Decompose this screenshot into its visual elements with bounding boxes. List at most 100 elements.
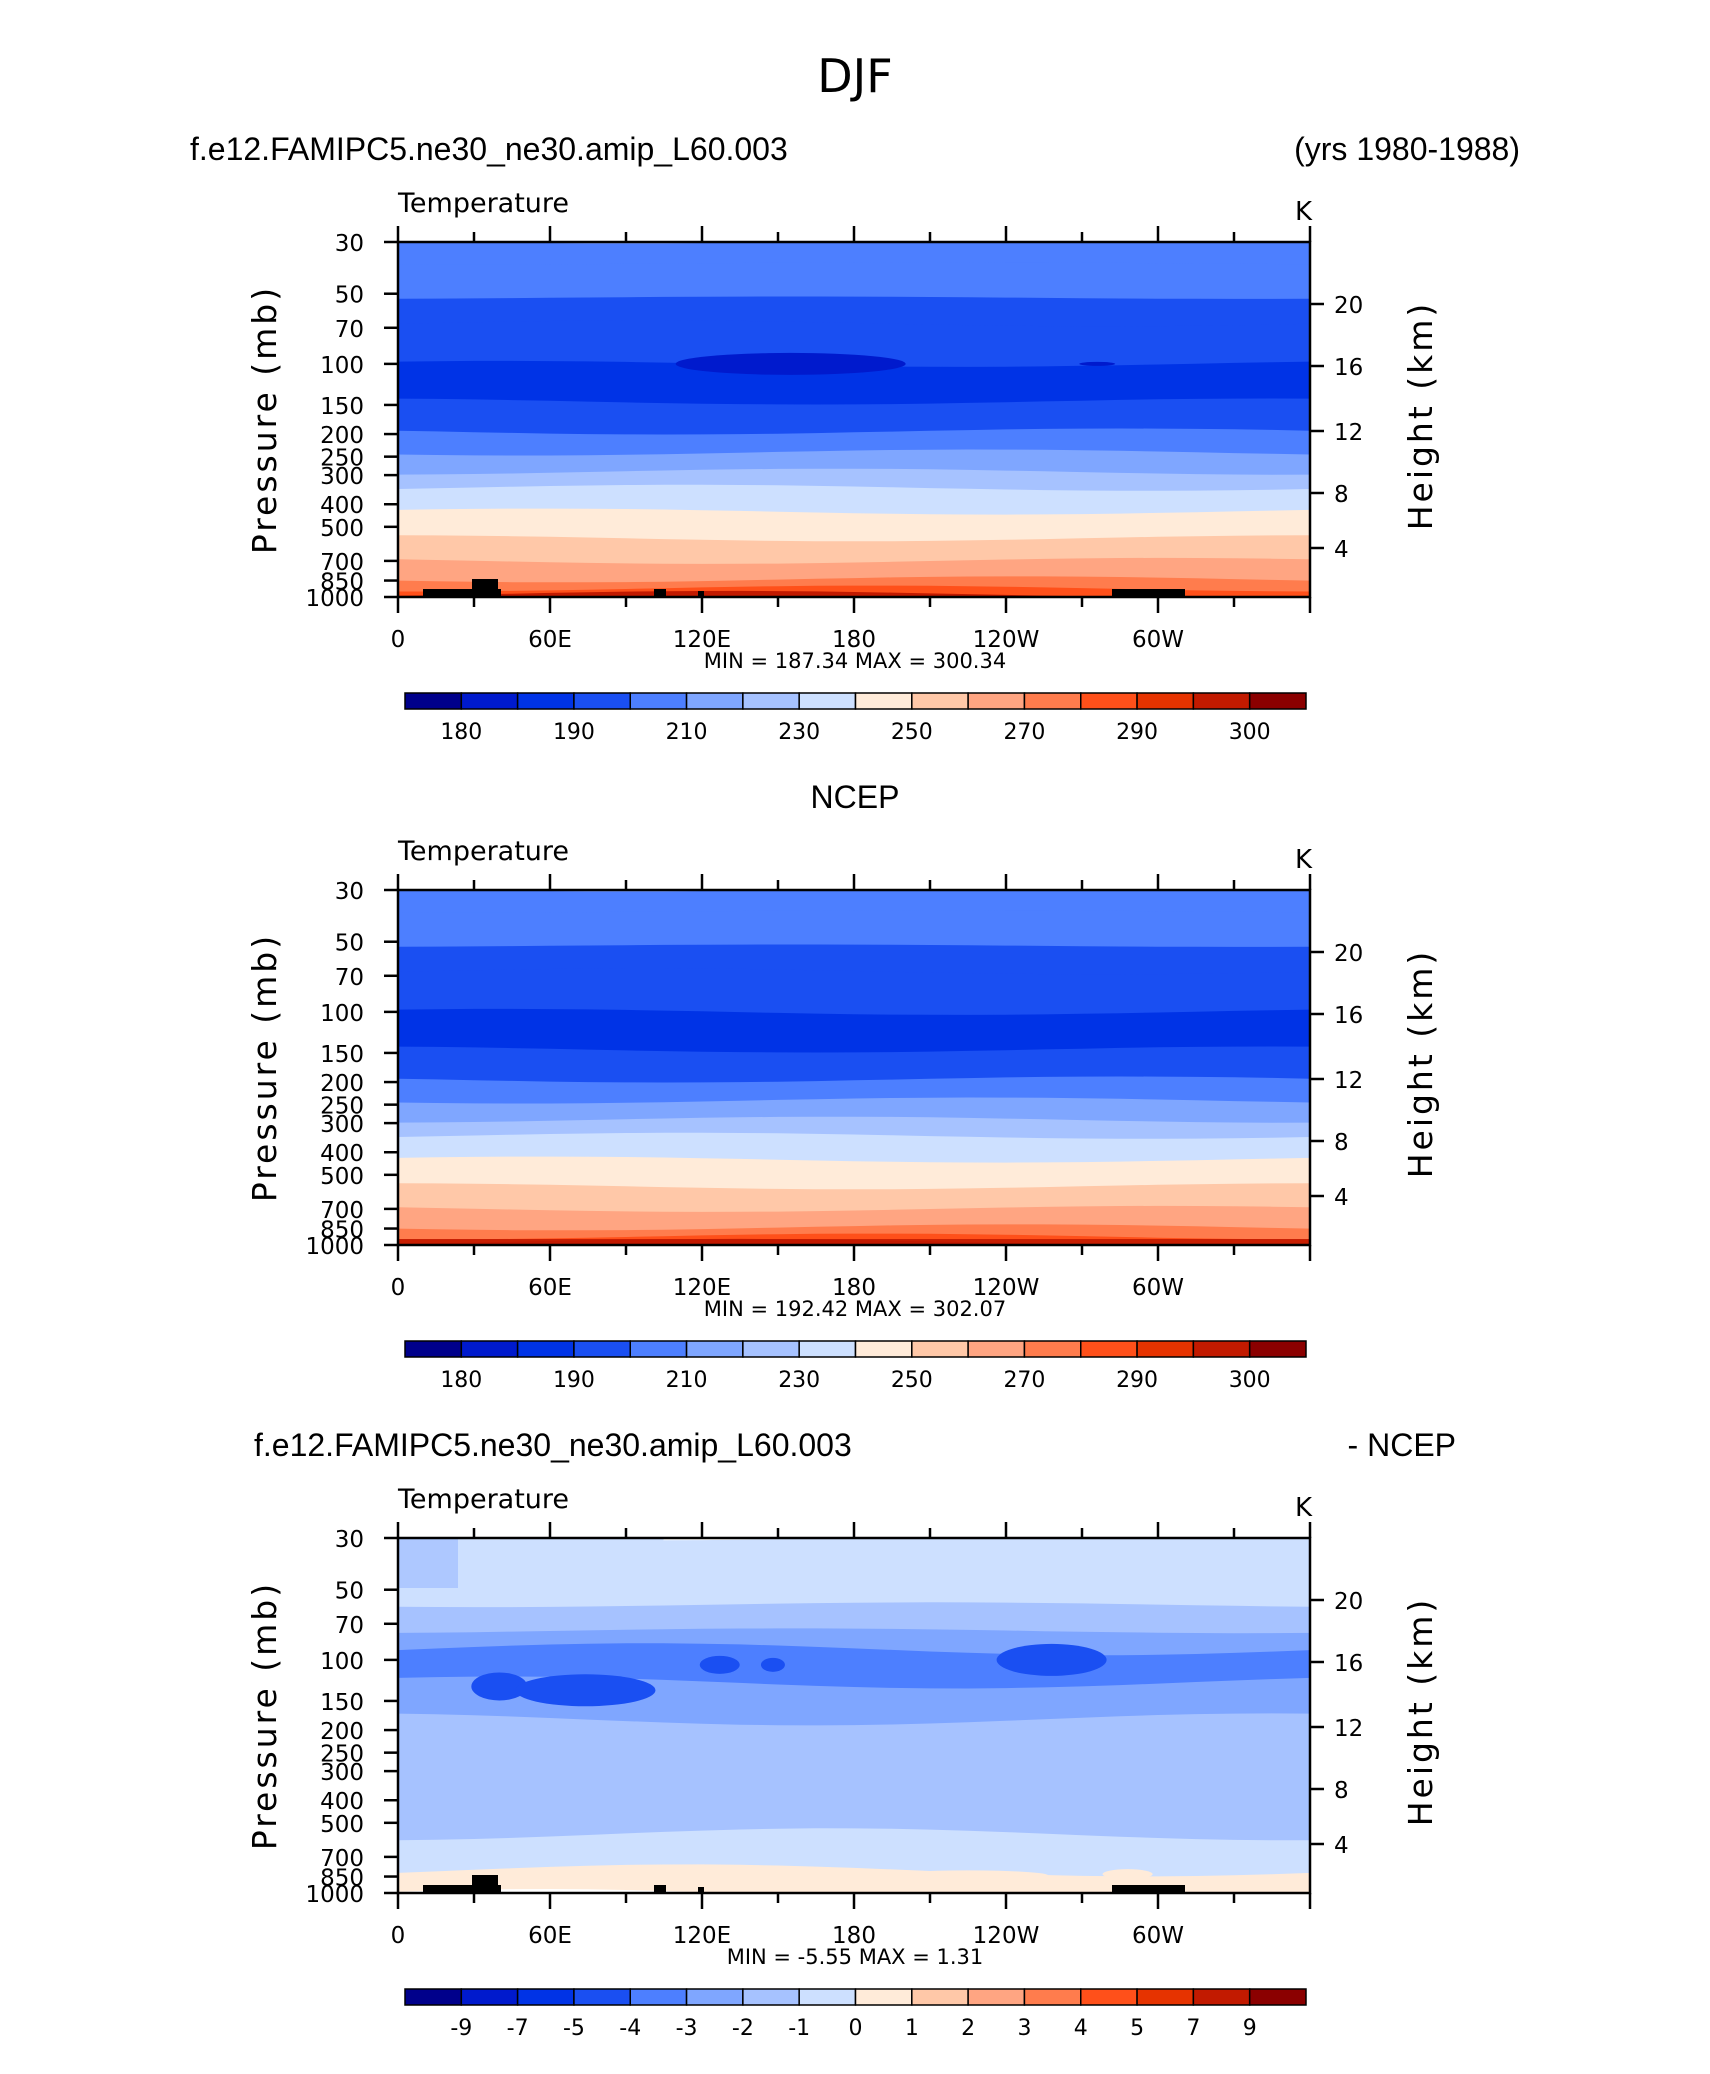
panel-title-right: (yrs 1980-1988) [1294, 131, 1520, 167]
x-tick-label: 180 [832, 1923, 876, 1949]
min-max-stats: MIN = 192.42 MAX = 302.07 [704, 1297, 1006, 1321]
colorbar-label: 1 [905, 2016, 919, 2041]
colorbar-box [404, 1988, 463, 2006]
colorbar-box [742, 1988, 800, 2006]
contour-band [398, 1789, 1310, 1843]
colorbar-box [798, 692, 857, 710]
contour-band [398, 1097, 1310, 1125]
y-tick-label: 100 [320, 1649, 364, 1675]
y-tick-label: 700 [320, 550, 364, 576]
y-tick-label: 30 [335, 231, 364, 257]
contour-band [398, 484, 1310, 517]
colorbar-box [911, 1340, 969, 1358]
height-tick-label: 20 [1334, 293, 1363, 319]
figure-title: DJF [817, 49, 892, 103]
contour-band [398, 585, 1310, 597]
cold-core-region [1079, 361, 1116, 366]
colorbar-label: 270 [1003, 1368, 1045, 1393]
y-tick-label: 150 [320, 1042, 364, 1068]
colorbar-box [1192, 692, 1251, 710]
cold-core-region [675, 352, 906, 375]
panel-title-left: f.e12.FAMIPC5.ne30_ne30.amip_L60.003 [254, 1427, 852, 1463]
strong-cooling-region [996, 1643, 1107, 1676]
colorbar: 180 190 210 230 250 270 290 300 [404, 692, 1307, 745]
y-tick-label: 250 [320, 1094, 364, 1120]
y-tick-label: 300 [320, 1112, 364, 1138]
panel-3: f.e12.FAMIPC5.ne30_ne30.amip_L60.003 - NC… [245, 1427, 1456, 2041]
x-tick-label: 0 [391, 1275, 406, 1301]
min-max-stats: MIN = -5.55 MAX = 1.31 [727, 1945, 984, 1969]
colorbar-box [573, 692, 631, 710]
colorbar-label: 190 [553, 1368, 595, 1393]
x-tick-label: 60W [1132, 627, 1184, 653]
colorbar-box [404, 1340, 463, 1358]
y-tick-label: 500 [320, 516, 364, 542]
warm-patch [684, 1874, 720, 1883]
contour-band [398, 449, 1310, 477]
strong-cooling-region [760, 1657, 785, 1672]
colorbar-label: -1 [788, 2016, 810, 2041]
y-tick-label: 400 [320, 1789, 364, 1815]
strong-cooling-region [471, 1672, 528, 1701]
height-tick-label: 4 [1334, 537, 1349, 563]
panel-2: NCEP Temperature K 0 60E 120E 180 120W 60W 30 50 70… [245, 779, 1440, 1393]
colorbar-label: 5 [1130, 2016, 1144, 2041]
colorbar-box [685, 1988, 744, 2006]
colorbar-label: 300 [1229, 1368, 1271, 1393]
units-label: K [1295, 1493, 1313, 1523]
y-tick-label: 500 [320, 1812, 364, 1838]
contour-band [398, 262, 1310, 301]
colorbar-box [629, 692, 688, 710]
y-tick-label: 700 [320, 1846, 364, 1872]
contour-band [398, 1046, 1310, 1085]
colorbar-box [516, 1988, 575, 2006]
y-tick-label: 500 [320, 1164, 364, 1190]
contour-band [398, 1008, 1310, 1055]
contour-band [398, 968, 1310, 1017]
height-tick-label: 12 [1334, 1068, 1363, 1094]
height-tick-label: 4 [1334, 1185, 1349, 1211]
colorbar-label: 230 [778, 1368, 820, 1393]
height-tick-label: 16 [1334, 355, 1363, 381]
x-tick-label: 60E [528, 1275, 572, 1301]
colorbar-box [967, 692, 1026, 710]
height-tick-label: 16 [1334, 1003, 1363, 1029]
strong-cooling-region [699, 1655, 740, 1674]
colorbar-label: 7 [1186, 2016, 1200, 2041]
colorbar-label: 190 [553, 720, 595, 745]
colorbar-box [404, 692, 463, 710]
y-tick-label: 70 [335, 965, 364, 991]
height-tick-label: 16 [1334, 1651, 1363, 1677]
colorbar-label: 210 [666, 720, 708, 745]
colorbar-label: 290 [1116, 720, 1158, 745]
contour-field [398, 890, 1310, 1245]
contour-band [398, 1156, 1310, 1192]
colorbar-label: 180 [440, 1368, 482, 1393]
contour-band [398, 360, 1310, 407]
warm-patch [1102, 1869, 1153, 1880]
contour-band [499, 1538, 664, 1583]
x-tick-label: 120E [673, 1923, 731, 1949]
colorbar-box [798, 1988, 857, 2006]
panel-1: f.e12.FAMIPC5.ne30_ne30.amip_L60.003 (yrs… [190, 131, 1520, 745]
y-tick-label: 1000 [305, 1234, 364, 1260]
x-tick-label: 120E [673, 627, 731, 653]
y-tick-label: 100 [320, 353, 364, 379]
contour-band [398, 320, 1310, 369]
colorbar-box [911, 1988, 969, 2006]
y-axis-label: Pressure (mb) [245, 285, 284, 554]
colorbar-label: 230 [778, 720, 820, 745]
contour-band [398, 242, 1310, 267]
colorbar-box [1080, 692, 1138, 710]
colorbar-box [516, 1340, 575, 1358]
height-tick-label: 8 [1334, 1130, 1349, 1156]
min-max-stats: MIN = 187.34 MAX = 300.34 [704, 649, 1006, 673]
contour-band [398, 1076, 1310, 1106]
panel-title-center: NCEP [811, 779, 900, 815]
y-tick-label: 50 [335, 1579, 364, 1605]
x-tick-label: 0 [391, 1923, 406, 1949]
contour-band [398, 1239, 1310, 1245]
colorbar-box [1248, 692, 1307, 710]
topography [423, 1875, 1185, 1893]
y-tick-label: 1000 [305, 1882, 364, 1908]
